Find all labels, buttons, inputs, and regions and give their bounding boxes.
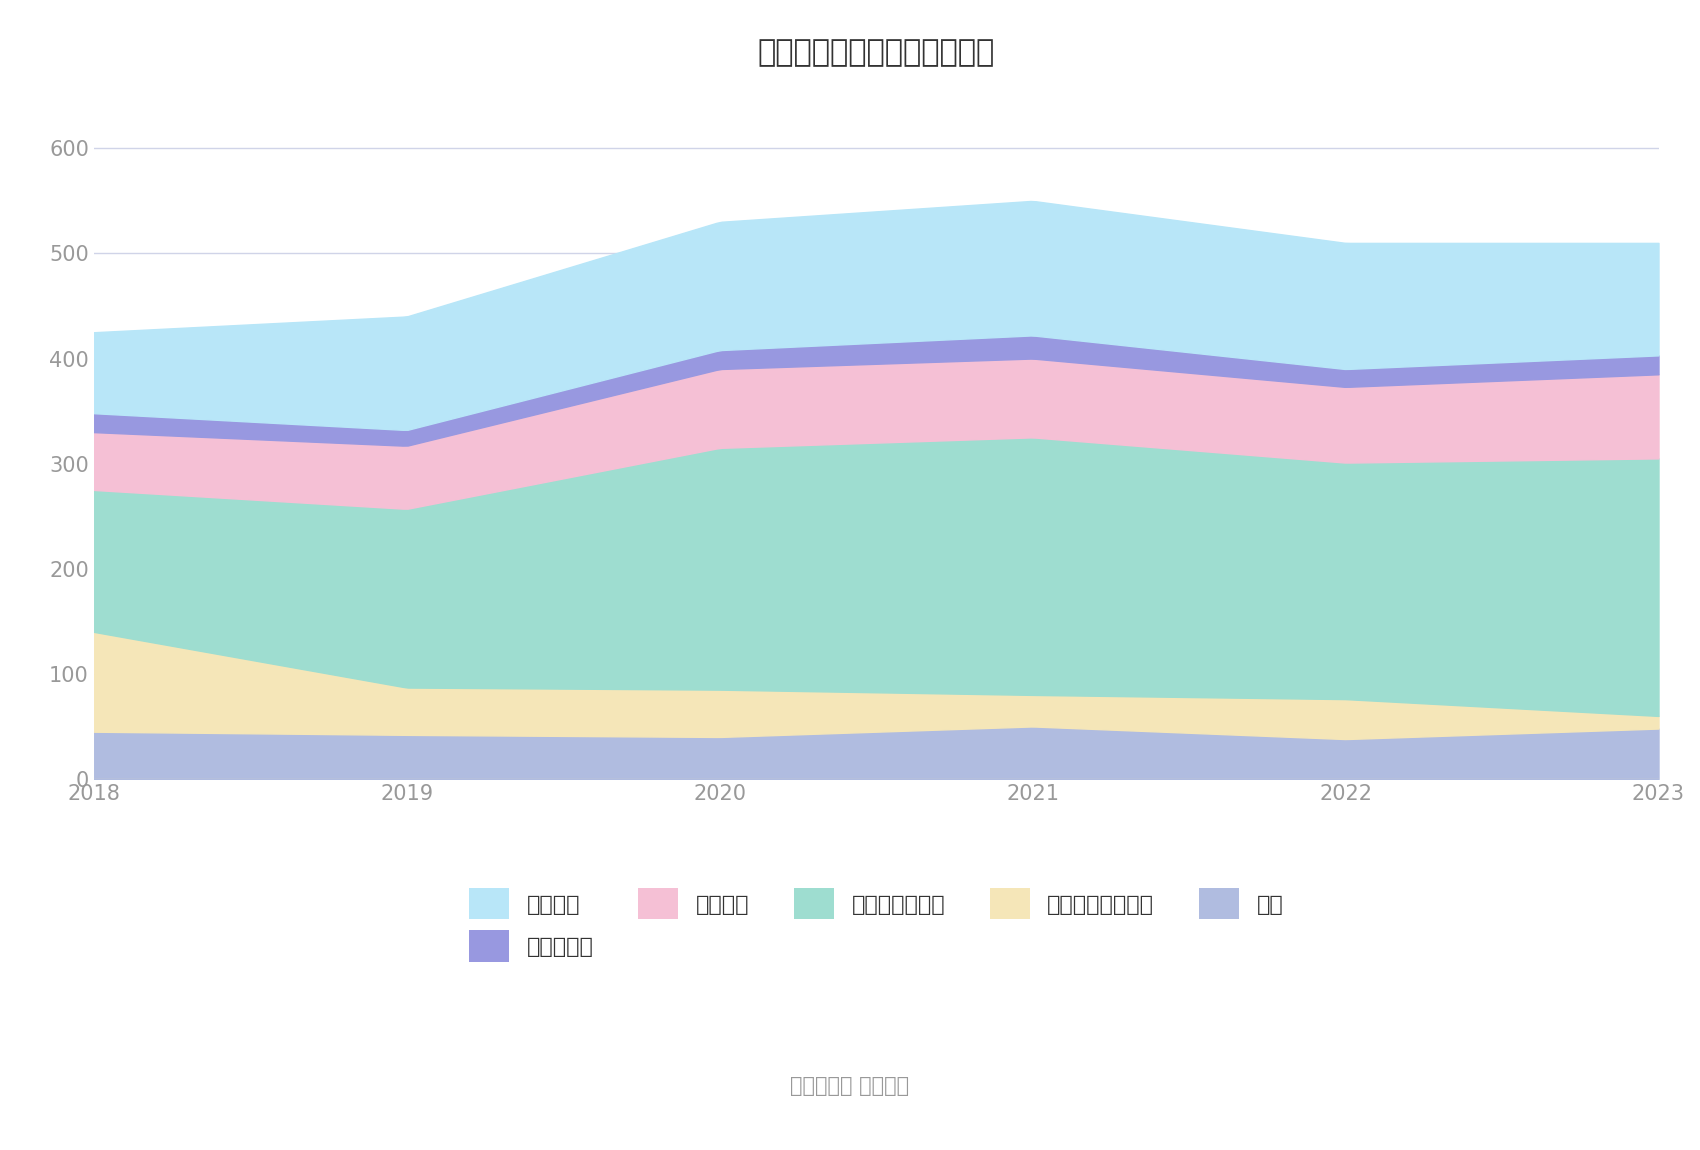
Text: 数据来源： 恒生聚源: 数据来源： 恒生聚源 — [790, 1076, 910, 1096]
Title: 历年主要资产堆积图（亿元）: 历年主要资产堆积图（亿元） — [758, 38, 994, 67]
Legend: 货币资金, 结算备付金, 融出资金, 交易性金融资产, 买入返售金融资产, 其它: 货币资金, 结算备付金, 融出资金, 交易性金融资产, 买入返售金融资产, 其它 — [461, 879, 1292, 971]
